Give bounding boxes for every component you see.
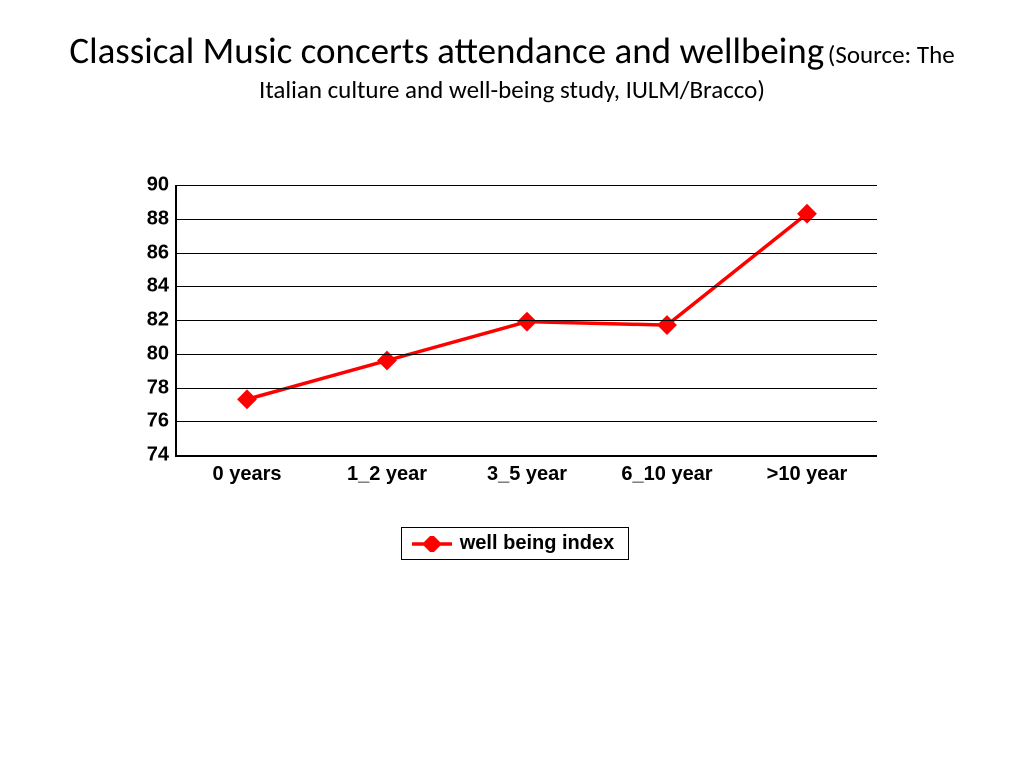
y-tick-label: 78 xyxy=(147,376,169,399)
legend-label: well being index xyxy=(460,532,614,555)
chart: 7476788082848688900 years1_2 year3_5 yea… xyxy=(115,185,915,560)
gridline xyxy=(177,388,877,389)
gridline xyxy=(177,219,877,220)
gridline xyxy=(177,320,877,321)
y-tick-label: 76 xyxy=(147,410,169,433)
gridline xyxy=(177,421,877,422)
x-tick-label: 3_5 year xyxy=(462,463,592,486)
x-tick-label: 1_2 year xyxy=(322,463,452,486)
title-block: Classical Music concerts attendance and … xyxy=(0,0,1024,106)
y-tick-label: 90 xyxy=(147,174,169,197)
legend: well being index xyxy=(401,527,629,560)
plot-area: 7476788082848688900 years1_2 year3_5 yea… xyxy=(175,185,877,457)
page-title: Classical Music concerts attendance and … xyxy=(69,28,824,73)
y-tick-label: 88 xyxy=(147,207,169,230)
slide: Classical Music concerts attendance and … xyxy=(0,0,1024,768)
x-tick-label: 6_10 year xyxy=(602,463,732,486)
gridline xyxy=(177,185,877,186)
y-tick-label: 86 xyxy=(147,241,169,264)
x-tick-label: >10 year xyxy=(742,463,872,486)
y-tick-label: 80 xyxy=(147,342,169,365)
gridline xyxy=(177,253,877,254)
data-marker-icon xyxy=(517,312,537,332)
y-tick-label: 84 xyxy=(147,275,169,298)
data-marker-icon xyxy=(237,389,257,409)
gridline xyxy=(177,286,877,287)
y-tick-label: 74 xyxy=(147,444,169,467)
x-tick-label: 0 years xyxy=(182,463,312,486)
legend-marker-icon xyxy=(412,536,452,552)
y-tick-label: 82 xyxy=(147,309,169,332)
gridline xyxy=(177,354,877,355)
